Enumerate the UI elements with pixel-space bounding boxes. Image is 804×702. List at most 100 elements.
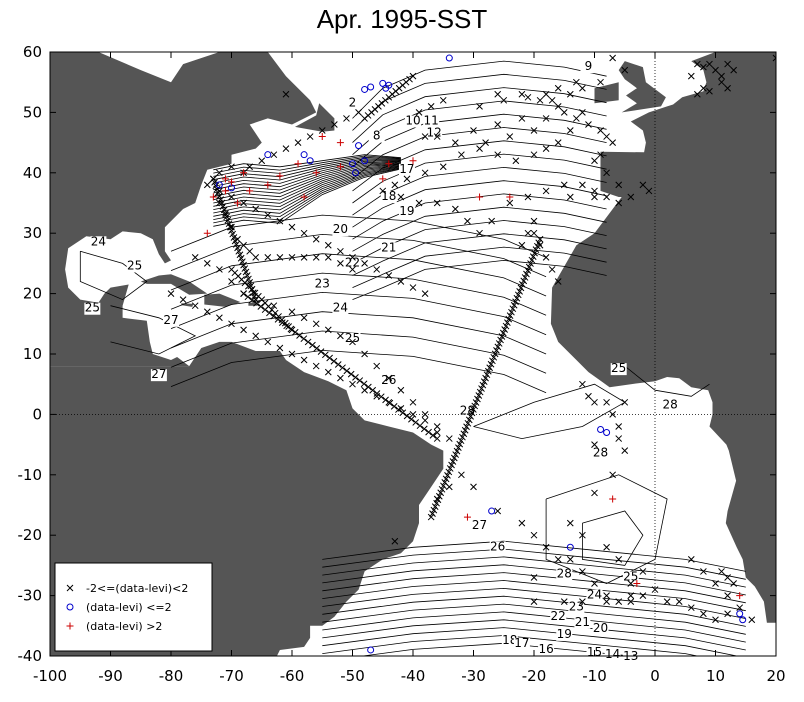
x-mark (542, 115, 550, 122)
x-mark (257, 303, 265, 310)
x-mark (536, 235, 544, 243)
contour-label-bg (314, 278, 331, 291)
x-mark (356, 377, 364, 384)
plus-mark (336, 163, 344, 171)
x-mark (264, 211, 272, 219)
x-mark (615, 423, 623, 430)
legend-label: -2<=(data-levi)<2 (86, 582, 188, 595)
o-mark (488, 507, 496, 515)
isotherm-line (352, 113, 607, 168)
x-mark (530, 598, 538, 605)
contour-label: 24 (91, 234, 106, 248)
isotherm-line (322, 556, 746, 588)
x-mark (772, 54, 776, 62)
x-mark (603, 133, 610, 140)
o-mark (215, 181, 223, 189)
north-america-land (50, 52, 317, 367)
x-mark (409, 398, 417, 406)
x-mark (495, 340, 503, 347)
hispaniola-land (204, 293, 241, 307)
x-mark (718, 72, 725, 80)
contour-label: 22 (345, 255, 360, 269)
contour-label-bg (126, 260, 143, 273)
x-mark (627, 598, 635, 605)
x-mark (339, 364, 346, 372)
contour-label-bg (380, 375, 397, 388)
x-mark (502, 322, 510, 330)
x-mark (276, 217, 284, 225)
x-mark (347, 370, 355, 378)
contour-label-bg (538, 643, 555, 656)
plus-mark (633, 580, 641, 588)
x-mark (209, 175, 217, 183)
o-mark (445, 54, 453, 62)
x-mark (603, 543, 610, 551)
x-mark (494, 90, 502, 98)
x-mark (484, 367, 492, 375)
x-mark (403, 175, 411, 183)
contour-label: 25 (345, 331, 360, 345)
contour-label: 24 (587, 588, 602, 602)
x-mark (456, 440, 464, 448)
o-mark (349, 160, 356, 168)
legend-box (54, 562, 213, 652)
x-mark (300, 314, 308, 322)
x-mark (421, 411, 429, 418)
x-mark (700, 84, 707, 92)
x-mark (470, 483, 477, 491)
plus-mark (203, 229, 211, 237)
contour-label-bg (604, 648, 621, 661)
contour-label: 25 (623, 570, 638, 584)
isotherm-line (213, 168, 401, 227)
x-mark (585, 121, 592, 128)
contour-label-bg (622, 571, 639, 584)
plus-mark (300, 193, 308, 201)
x-mark (433, 435, 441, 442)
x-mark (385, 374, 393, 382)
x-mark (326, 354, 333, 362)
contour-label-bg (550, 610, 567, 623)
x-mark (476, 103, 483, 110)
x-mark (244, 293, 252, 301)
isotherm-line (213, 155, 401, 174)
x-mark (579, 109, 586, 116)
x-mark (516, 287, 523, 295)
x-mark (288, 254, 296, 261)
contour-label: 28 (557, 566, 572, 580)
x-mark (609, 54, 617, 62)
x-mark (455, 444, 462, 451)
contour-lines (79, 60, 746, 656)
x-tick-label: -30 (461, 667, 486, 685)
newfoundland-land (295, 103, 335, 132)
plus-mark (736, 592, 744, 600)
isotherm-line (352, 60, 607, 119)
x-mark (530, 531, 538, 539)
x-mark (433, 423, 441, 430)
plus-mark (409, 157, 417, 165)
x-mark (252, 254, 260, 261)
plus-mark (221, 175, 229, 183)
contour-label-bg (592, 447, 609, 460)
x-mark (566, 90, 574, 98)
x-mark (566, 127, 574, 134)
contour-label: 12 (427, 126, 442, 140)
x-mark (468, 409, 476, 417)
plus-mark (234, 199, 242, 207)
x-mark (572, 115, 580, 122)
x-mark (324, 368, 332, 376)
x-mark (459, 433, 466, 441)
data-marks (167, 54, 776, 654)
x-mark (246, 247, 254, 255)
x-mark (591, 193, 598, 201)
x-mark (300, 229, 308, 237)
x-mark (373, 266, 381, 273)
isotherm-line (352, 259, 607, 300)
x-mark (458, 471, 465, 479)
x-mark (234, 235, 241, 243)
x-mark (518, 115, 526, 122)
x-mark (548, 266, 556, 273)
x-mark (530, 127, 538, 134)
o-mark (736, 610, 744, 618)
x-mark (240, 326, 247, 334)
